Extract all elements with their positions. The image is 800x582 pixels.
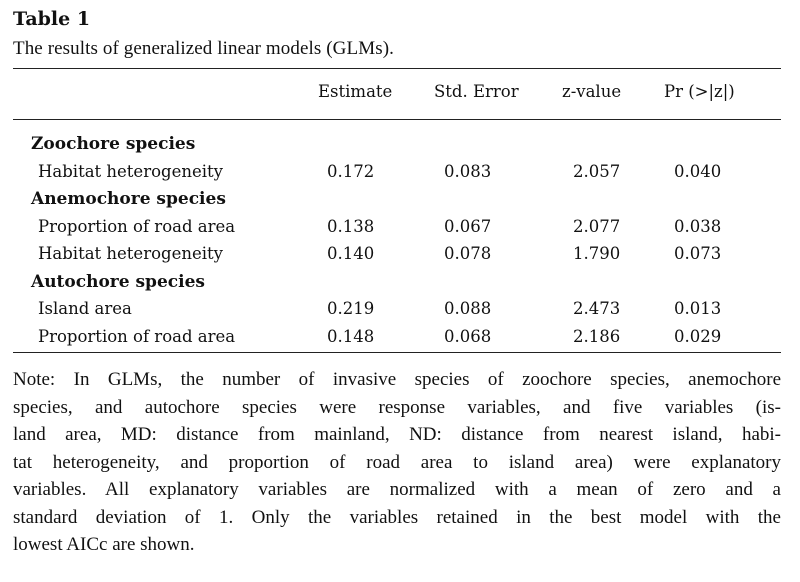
cell-p-value: 0.013 — [674, 299, 722, 318]
table-note: Note: In GLMs, the number of invasive sp… — [13, 366, 781, 559]
cell-std-error: 0.068 — [444, 327, 492, 346]
cell-estimate: 0.140 — [327, 244, 375, 263]
group-heading-anemochore: Anemochore species — [31, 189, 226, 209]
note-line: land area, MD: distance from mainland, N… — [13, 424, 781, 445]
note-line: lowest AICc are shown. — [13, 534, 195, 555]
cell-std-error: 0.083 — [444, 162, 492, 181]
cell-p-value: 0.073 — [674, 244, 722, 263]
cell-p-value: 0.038 — [674, 217, 722, 236]
table-bottom-rule — [13, 352, 781, 353]
table-header-rule — [13, 119, 781, 120]
column-header-z-value: z-value — [562, 82, 622, 101]
cell-p-value: 0.040 — [674, 162, 722, 181]
table-label: Table 1 — [13, 8, 91, 30]
note-line: Note: In GLMs, the number of invasive sp… — [13, 369, 781, 390]
table-caption: The results of generalized linear models… — [13, 38, 394, 59]
note-line: species, and autochore species were resp… — [13, 396, 781, 418]
group-heading-autochore: Autochore species — [31, 272, 205, 292]
cell-std-error: 0.088 — [444, 299, 492, 318]
row-label: Proportion of road area — [38, 327, 236, 346]
row-label: Island area — [38, 299, 132, 318]
cell-estimate: 0.148 — [327, 327, 375, 346]
table-top-rule — [13, 68, 781, 69]
note-line: variables. All explanatory variables are… — [13, 479, 781, 500]
cell-estimate: 0.172 — [327, 162, 375, 181]
column-header-estimate: Estimate — [318, 82, 393, 101]
row-label: Habitat heterogeneity — [38, 244, 223, 263]
group-heading-zoochore: Zoochore species — [31, 134, 196, 154]
cell-estimate: 0.219 — [327, 299, 375, 318]
cell-z-value: 1.790 — [573, 244, 621, 263]
cell-z-value: 2.077 — [573, 217, 621, 236]
cell-z-value: 2.186 — [573, 327, 621, 346]
note-line: standard deviation of 1. Only the variab… — [13, 506, 781, 528]
cell-std-error: 0.078 — [444, 244, 492, 263]
cell-z-value: 2.473 — [573, 299, 621, 318]
note-line: tat heterogeneity, and proportion of roa… — [13, 451, 781, 473]
cell-z-value: 2.057 — [573, 162, 621, 181]
column-header-p-value: Pr (>|z|) — [664, 82, 735, 101]
row-label: Habitat heterogeneity — [38, 162, 223, 181]
cell-estimate: 0.138 — [327, 217, 375, 236]
cell-std-error: 0.067 — [444, 217, 492, 236]
cell-p-value: 0.029 — [674, 327, 722, 346]
column-header-std-error: Std. Error — [434, 82, 519, 101]
row-label: Proportion of road area — [38, 217, 236, 236]
